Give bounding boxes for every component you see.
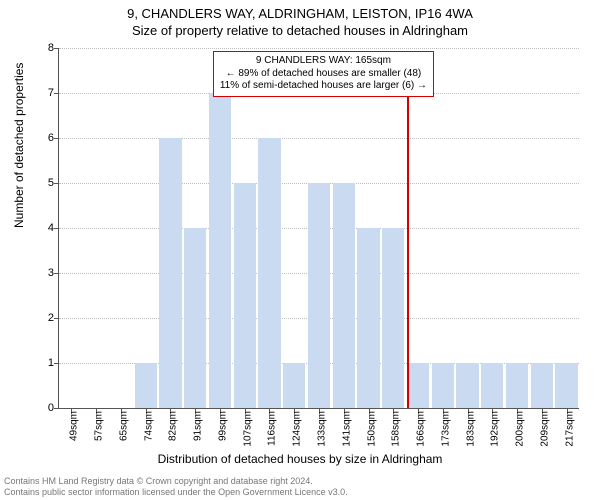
- histogram-bar: [382, 228, 404, 408]
- histogram-bar: [555, 363, 577, 408]
- xtick-label: 107sqm: [242, 411, 253, 447]
- histogram-bar: [135, 363, 157, 408]
- xtick-label: 74sqm: [143, 411, 154, 441]
- annotation-line: 9 CHANDLERS WAY: 165sqm: [220, 55, 427, 68]
- histogram-bar: [481, 363, 503, 408]
- x-axis-label: Distribution of detached houses by size …: [0, 452, 600, 466]
- ytick-label: 4: [34, 222, 54, 234]
- xtick-label: 183sqm: [465, 411, 476, 447]
- histogram-bar: [333, 183, 355, 408]
- ytick-label: 2: [34, 312, 54, 324]
- footer-line2: Contains public sector information licen…: [4, 487, 348, 498]
- ytick-mark: [54, 48, 59, 49]
- xtick-label: 82sqm: [168, 411, 179, 441]
- ytick-mark: [54, 363, 59, 364]
- histogram-bar: [209, 93, 231, 408]
- xtick-label: 209sqm: [539, 411, 550, 447]
- ytick-label: 1: [34, 357, 54, 369]
- ytick-mark: [54, 138, 59, 139]
- histogram-bar: [234, 183, 256, 408]
- ytick-label: 5: [34, 177, 54, 189]
- histogram-bar: [357, 228, 379, 408]
- histogram-bar: [258, 138, 280, 408]
- ytick-mark: [54, 273, 59, 274]
- xtick-label: 49sqm: [69, 411, 80, 441]
- histogram-bar: [184, 228, 206, 408]
- chart-plot-area: 49sqm57sqm65sqm74sqm82sqm91sqm99sqm107sq…: [58, 48, 578, 408]
- ytick-mark: [54, 318, 59, 319]
- xtick-label: 124sqm: [292, 411, 303, 447]
- histogram-bar: [456, 363, 478, 408]
- histogram-bar: [531, 363, 553, 408]
- xtick-label: 173sqm: [440, 411, 451, 447]
- xtick-label: 200sqm: [515, 411, 526, 447]
- xtick-label: 217sqm: [564, 411, 575, 447]
- footer-line1: Contains HM Land Registry data © Crown c…: [4, 476, 348, 487]
- xtick-label: 91sqm: [193, 411, 204, 441]
- xtick-label: 158sqm: [391, 411, 402, 447]
- gridline: [59, 48, 579, 49]
- xtick-label: 116sqm: [267, 411, 278, 446]
- xtick-label: 133sqm: [317, 411, 328, 447]
- histogram-bar: [432, 363, 454, 408]
- ytick-label: 0: [34, 402, 54, 414]
- xtick-label: 65sqm: [118, 411, 129, 441]
- annotation-line: 11% of semi-detached houses are larger (…: [220, 80, 427, 93]
- chart-title-address: 9, CHANDLERS WAY, ALDRINGHAM, LEISTON, I…: [0, 0, 600, 21]
- histogram-bar: [506, 363, 528, 408]
- xtick-label: 99sqm: [217, 411, 228, 441]
- ytick-label: 3: [34, 267, 54, 279]
- histogram-bar: [407, 363, 429, 408]
- ytick-label: 6: [34, 132, 54, 144]
- ytick-mark: [54, 183, 59, 184]
- y-axis-label: Number of detached properties: [12, 63, 26, 228]
- property-annotation: 9 CHANDLERS WAY: 165sqm← 89% of detached…: [213, 51, 434, 97]
- annotation-line: ← 89% of detached houses are smaller (48…: [220, 68, 427, 81]
- xtick-label: 150sqm: [366, 411, 377, 447]
- histogram-bar: [308, 183, 330, 408]
- ytick-mark: [54, 93, 59, 94]
- ytick-label: 8: [34, 42, 54, 54]
- gridline: [59, 138, 579, 139]
- property-marker-line: [407, 89, 409, 409]
- xtick-label: 141sqm: [341, 411, 352, 447]
- footer-attribution: Contains HM Land Registry data © Crown c…: [4, 476, 348, 498]
- histogram-bar: [283, 363, 305, 408]
- xtick-label: 166sqm: [416, 411, 427, 447]
- ytick-mark: [54, 228, 59, 229]
- xtick-label: 57sqm: [94, 411, 105, 441]
- ytick-mark: [54, 408, 59, 409]
- ytick-label: 7: [34, 87, 54, 99]
- histogram-bar: [159, 138, 181, 408]
- chart-title-description: Size of property relative to detached ho…: [0, 21, 600, 38]
- xtick-label: 192sqm: [490, 411, 501, 447]
